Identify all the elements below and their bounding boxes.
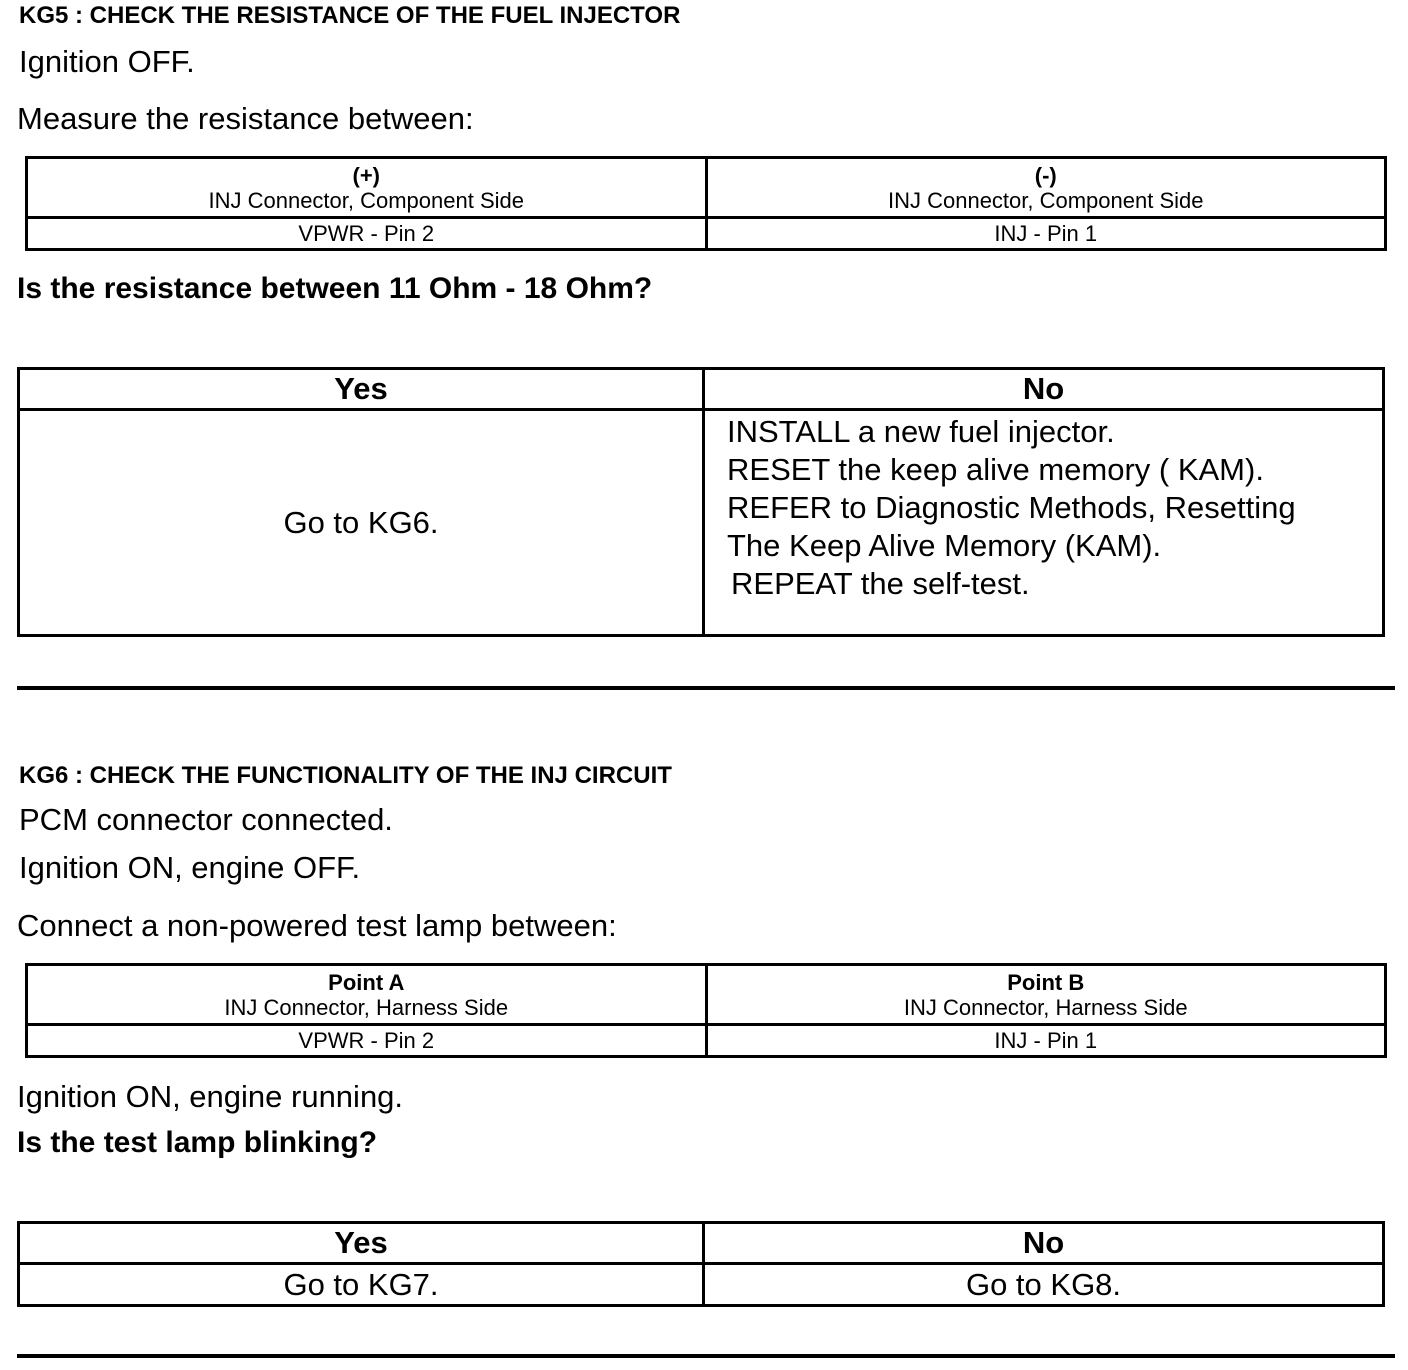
- section-divider: [17, 1354, 1395, 1358]
- kg6-result-table: Yes No Go to KG7. Go to KG8.: [17, 1221, 1385, 1307]
- kg6-step-4: Ignition ON, engine running.: [17, 1079, 404, 1114]
- yes-header: Yes: [17, 367, 705, 411]
- kg5-col1-value: VPWR - Pin 2: [25, 216, 708, 251]
- kg5-col2-value: INJ - Pin 1: [704, 216, 1387, 251]
- kg6-step-2: Ignition ON, engine OFF.: [19, 850, 361, 885]
- kg5-step-2: Measure the resistance between:: [17, 101, 474, 136]
- kg6-question: Is the test lamp blinking?: [17, 1126, 378, 1159]
- no-header: No: [702, 367, 1385, 411]
- yes-header: Yes: [17, 1221, 705, 1265]
- kg5-step-1: Ignition OFF.: [19, 44, 195, 79]
- kg6-col1-header: Point A INJ Connector, Harness Side: [25, 963, 708, 1026]
- no-header: No: [702, 1221, 1385, 1265]
- kg6-col2-header: Point B INJ Connector, Harness Side: [704, 963, 1387, 1026]
- section-divider: [17, 686, 1395, 690]
- kg5-col1-header: (+) INJ Connector, Component Side: [25, 156, 708, 219]
- kg5-title: KG5 : CHECK THE RESISTANCE OF THE FUEL I…: [19, 2, 681, 29]
- kg5-measure-table: (+) INJ Connector, Component Side (-) INJ …: [25, 156, 1387, 251]
- kg5-result-table: Yes No Go to KG6. INSTALL a new fuel inj…: [17, 367, 1385, 637]
- kg6-col1-value: VPWR - Pin 2: [25, 1023, 708, 1058]
- kg6-step-3: Connect a non-powered test lamp between:: [17, 908, 617, 943]
- no-actions: INSTALL a new fuel injector. RESET the k…: [702, 408, 1385, 637]
- kg6-title: KG6 : CHECK THE FUNCTIONALITY OF THE INJ…: [19, 762, 672, 789]
- kg5-col2-header: (-) INJ Connector, Component Side: [704, 156, 1387, 219]
- kg6-step-1: PCM connector connected.: [19, 802, 393, 837]
- kg6-measure-table: Point A INJ Connector, Harness Side Point…: [25, 963, 1387, 1058]
- kg5-question: Is the resistance between 11 Ohm - 18 Oh…: [17, 272, 653, 305]
- no-action: Go to KG8.: [702, 1262, 1385, 1307]
- yes-action: Go to KG7.: [17, 1262, 705, 1307]
- yes-action: Go to KG6.: [17, 408, 705, 637]
- kg6-col2-value: INJ - Pin 1: [704, 1023, 1387, 1058]
